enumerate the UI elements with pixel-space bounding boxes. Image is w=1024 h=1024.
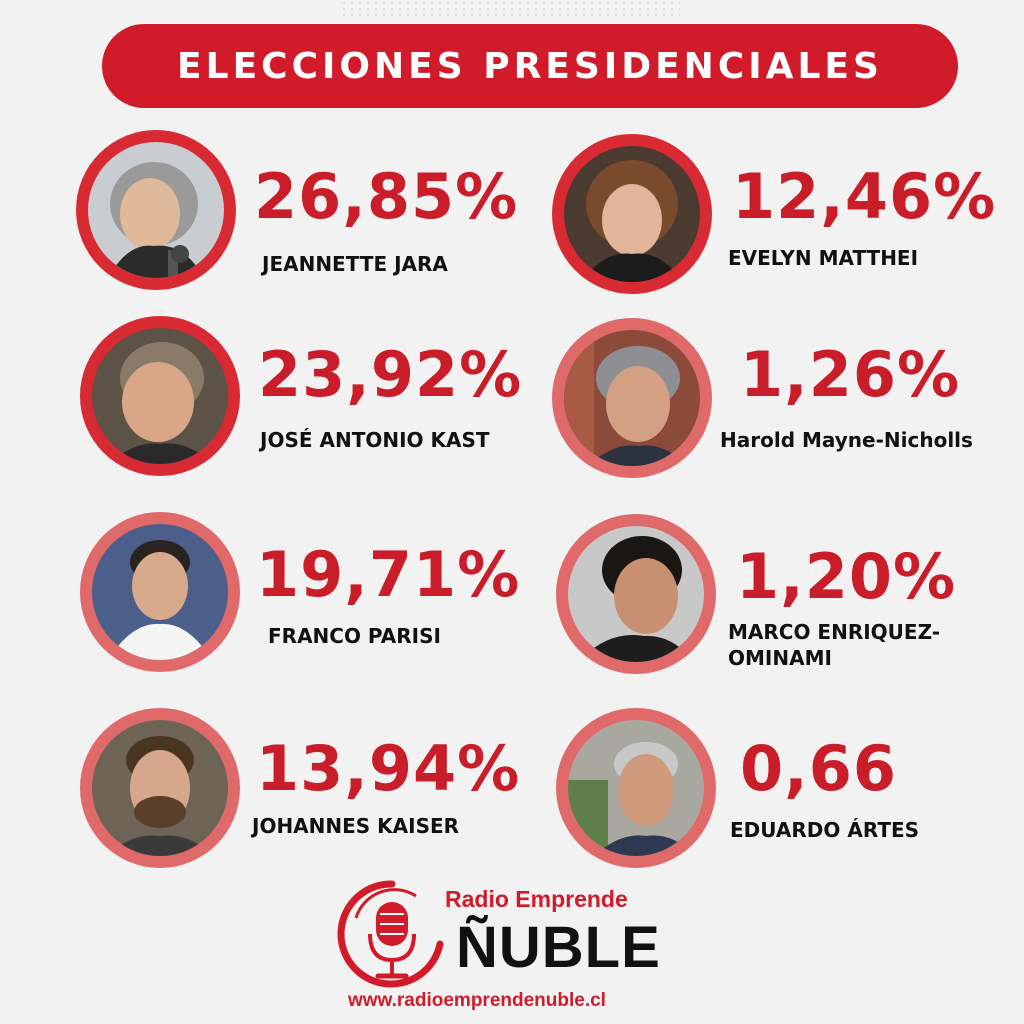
portrait-icon <box>92 720 228 856</box>
candidate-name: Harold Mayne-Nicholls <box>720 428 973 452</box>
candidate-photo <box>80 708 240 868</box>
microphone-icon <box>337 880 444 988</box>
portrait-icon <box>92 328 228 464</box>
website-url: www.radioemprendenuble.cl <box>348 990 606 1011</box>
candidate-photo <box>80 512 240 672</box>
portrait-icon <box>568 720 704 856</box>
candidate-name: JEANNETTE JARA <box>262 252 448 276</box>
portrait-icon <box>564 330 700 466</box>
page-title: ELECCIONES PRESIDENCIALES <box>177 45 883 87</box>
candidate-photo <box>76 130 236 290</box>
portrait-icon <box>88 142 224 278</box>
portrait-icon <box>92 524 228 660</box>
candidate-name: JOHANNES KAISER <box>252 814 460 838</box>
candidate-name: FRANCO PARISI <box>268 624 441 648</box>
candidate-name-line2: OMINAMI <box>728 646 832 670</box>
portrait-icon <box>568 526 704 662</box>
vote-percentage: 23,92% <box>258 338 523 411</box>
vote-percentage: 26,85% <box>254 160 519 233</box>
candidate-photo <box>556 514 716 674</box>
vote-percentage: 12,46% <box>732 160 997 233</box>
candidate-photo <box>80 316 240 476</box>
candidate-photo <box>556 708 716 868</box>
candidate-name: MARCO ENRIQUEZ- <box>728 620 941 644</box>
vote-percentage: 19,71% <box>256 538 521 611</box>
candidate-name: EVELYN MATTHEI <box>728 246 919 270</box>
decorative-dots <box>340 0 680 20</box>
candidate-photo <box>552 318 712 478</box>
logo-brand-text: Radio Emprende <box>445 886 628 912</box>
portrait-icon <box>564 146 700 282</box>
vote-percentage: 0,66 <box>740 732 897 805</box>
candidate-name: JOSÉ ANTONIO KAST <box>260 428 490 452</box>
title-banner: ELECCIONES PRESIDENCIALES <box>102 24 958 108</box>
candidate-photo <box>552 134 712 294</box>
vote-percentage: 1,26% <box>740 338 961 411</box>
vote-percentage: 13,94% <box>256 732 521 805</box>
vote-percentage: 1,20% <box>736 540 957 613</box>
radio-logo: Radio Emprende ÑUBLE www.radioemprendenu… <box>330 878 700 1018</box>
logo-wordmark: ÑUBLE <box>456 915 661 980</box>
candidate-name: EDUARDO ÁRTES <box>730 818 920 842</box>
